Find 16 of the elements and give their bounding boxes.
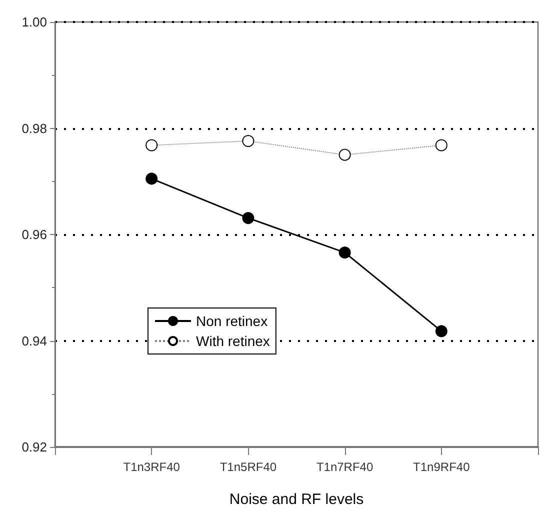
x-tick-label: T1n3RF40 bbox=[123, 460, 180, 474]
y-tick-label: 0.96 bbox=[22, 227, 47, 242]
x-tick-label: T1n5RF40 bbox=[220, 460, 277, 474]
y-tick-label: 1.00 bbox=[22, 14, 47, 30]
x-axis-title: Noise and RF levels bbox=[229, 491, 364, 508]
y-tick-label: 0.98 bbox=[22, 120, 47, 136]
legend-label: Non retinex bbox=[196, 313, 268, 329]
legend-label: With retinex bbox=[196, 333, 270, 349]
y-tick-label: 0.92 bbox=[22, 440, 47, 454]
point bbox=[146, 172, 158, 185]
y-tick-label: 0.94 bbox=[22, 333, 47, 348]
x-tick-label: T1n9RF40 bbox=[413, 460, 470, 474]
point bbox=[242, 212, 254, 224]
point bbox=[435, 325, 448, 338]
x-tick-label: T1n7RF40 bbox=[316, 460, 374, 474]
point bbox=[338, 246, 351, 259]
